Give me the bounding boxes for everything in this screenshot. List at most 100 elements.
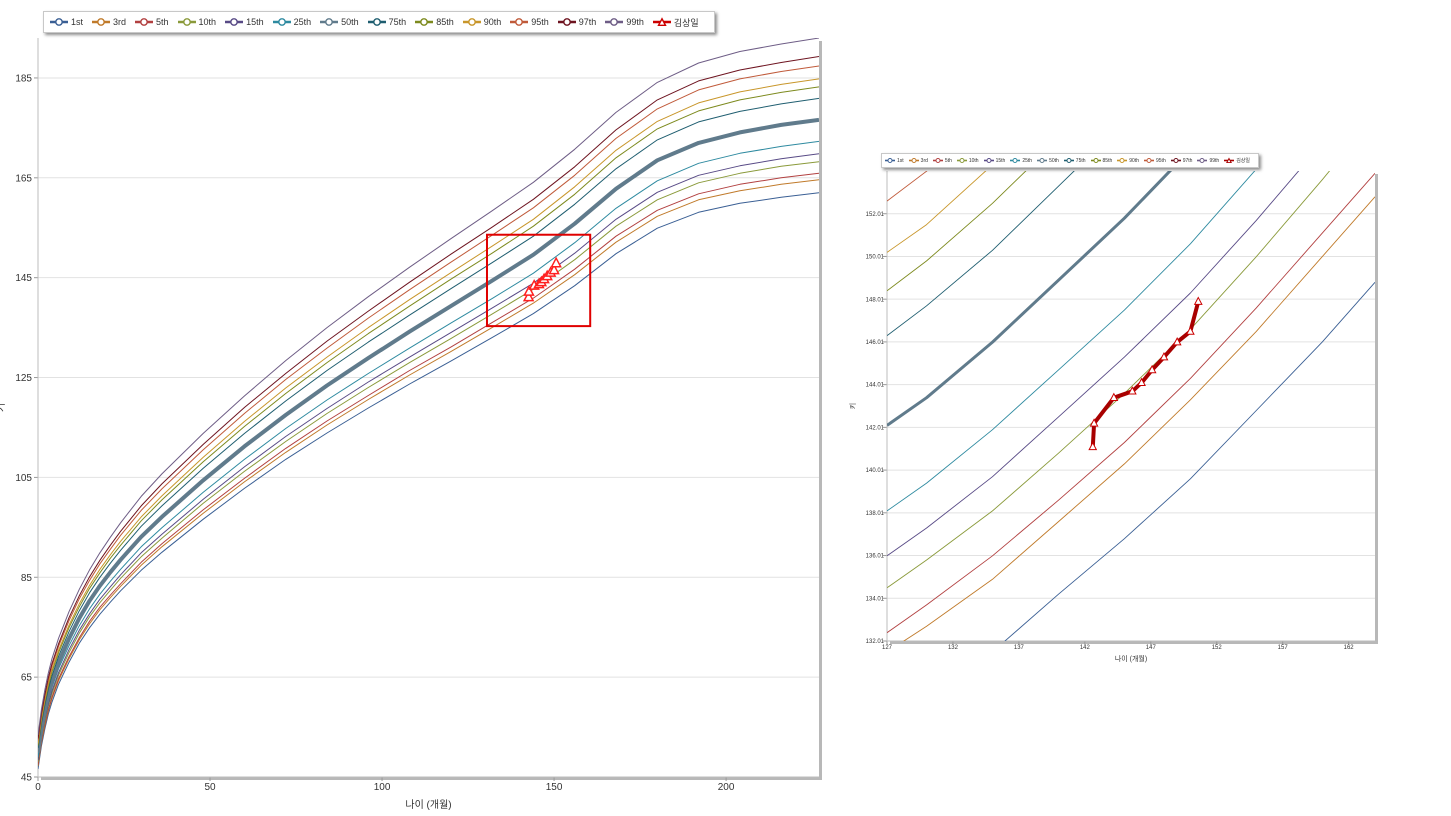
x-tick-label: 162 bbox=[1344, 645, 1355, 651]
legend-label: 1st bbox=[71, 17, 84, 27]
series-line-90th bbox=[38, 78, 819, 744]
patient-point bbox=[1089, 418, 1099, 427]
legend-item-75th[interactable]: 75th bbox=[1063, 157, 1086, 164]
legend-item-50th[interactable]: 50th bbox=[320, 17, 359, 27]
x-tick-label: 127 bbox=[882, 645, 893, 651]
y-tick-label: 140.01 bbox=[866, 468, 885, 474]
legend-label: 5th bbox=[156, 17, 169, 27]
main-growth-chart: 45 65 85 105 125 145 165 185 0 50 100 150 200 나이 (개월)… bbox=[0, 38, 822, 811]
legend-item-97th[interactable]: 97th bbox=[1170, 157, 1193, 164]
x-tick-label: 100 bbox=[374, 782, 391, 793]
series-line-99th bbox=[38, 38, 819, 736]
patient-line bbox=[1090, 300, 1201, 447]
legend-item-75th[interactable]: 75th bbox=[367, 17, 406, 27]
legend-swatch-10th bbox=[956, 158, 967, 163]
legend-item-5th[interactable]: 5th bbox=[135, 17, 169, 27]
legend-label: 85th bbox=[1102, 157, 1113, 164]
legend-item-90th[interactable]: 90th bbox=[462, 17, 502, 27]
series-line-75th bbox=[887, 171, 1075, 337]
legend-item-95th[interactable]: 95th bbox=[510, 17, 549, 27]
legend-item-85th[interactable]: 85th bbox=[415, 17, 454, 27]
y-tick-label: 150.01 bbox=[866, 255, 885, 261]
legend-label: 50th bbox=[341, 17, 359, 27]
y-tick-label: 45 bbox=[21, 773, 33, 784]
legend-item-3rd[interactable]: 3rd bbox=[908, 157, 928, 164]
legend-label: 10th bbox=[198, 17, 217, 27]
legend-item-patient[interactable]: 김상일 bbox=[1224, 157, 1250, 164]
legend-item-5th[interactable]: 5th bbox=[932, 157, 952, 164]
legend-swatch-90th bbox=[462, 18, 481, 26]
series-line-3rd bbox=[38, 179, 819, 767]
legend-item-patient[interactable]: 김상일 bbox=[652, 16, 699, 29]
y-tick-label: 125 bbox=[15, 373, 32, 384]
series-line-75th bbox=[38, 97, 819, 749]
legend-swatch-patient bbox=[652, 17, 671, 27]
series-group bbox=[887, 0, 1375, 641]
legend-swatch-97th bbox=[1170, 158, 1181, 163]
legend-item-10th[interactable]: 10th bbox=[956, 157, 979, 164]
legend-item-99th[interactable]: 99th bbox=[1197, 157, 1219, 164]
y-tick-label: 152.01 bbox=[866, 212, 885, 218]
series-line-99th bbox=[887, 0, 1375, 99]
legend-label: 3rd bbox=[920, 157, 928, 164]
legend-item-10th[interactable]: 10th bbox=[177, 17, 217, 27]
patient-point bbox=[1109, 392, 1119, 401]
legend-swatch-3rd bbox=[92, 18, 111, 26]
y-tick-label: 148.01 bbox=[866, 297, 885, 303]
y-tick-label: 65 bbox=[21, 673, 33, 684]
legend-swatch-85th bbox=[1090, 158, 1101, 163]
y-tick-label: 165 bbox=[15, 173, 32, 184]
legend-item-15th[interactable]: 15th bbox=[983, 157, 1005, 164]
y-tick-label: 142.01 bbox=[866, 425, 885, 431]
legend-swatch-5th bbox=[932, 158, 943, 163]
plot-area bbox=[887, 171, 1375, 641]
legend-label: 97th bbox=[1182, 157, 1193, 164]
highlight-rectangle bbox=[485, 233, 592, 328]
legend-item-85th[interactable]: 85th bbox=[1090, 157, 1113, 164]
legend-item-1st[interactable]: 1st bbox=[50, 17, 83, 27]
legend-label: 99th bbox=[1209, 157, 1220, 164]
x-axis-title: 나이 (개월) bbox=[1115, 654, 1147, 663]
y-axis-title: 키 bbox=[0, 403, 7, 412]
legend-item-95th[interactable]: 95th bbox=[1144, 157, 1166, 164]
x-tick-label: 200 bbox=[718, 782, 735, 793]
legend-item-25th[interactable]: 25th bbox=[1010, 157, 1032, 164]
legend-swatch-patient bbox=[1224, 157, 1235, 164]
legend-item-1st[interactable]: 1st bbox=[885, 157, 904, 164]
legend-swatch-10th bbox=[177, 18, 196, 26]
legend-swatch-25th bbox=[1010, 158, 1021, 163]
patient-point bbox=[1185, 326, 1195, 335]
legend-item-97th[interactable]: 97th bbox=[557, 17, 596, 27]
legend-item-25th[interactable]: 25th bbox=[272, 17, 311, 27]
legend-item-99th[interactable]: 99th bbox=[605, 17, 644, 27]
x-tick-label: 147 bbox=[1146, 645, 1157, 651]
series-line-3rd bbox=[903, 196, 1375, 641]
patient-point bbox=[1127, 386, 1137, 395]
legend-swatch-15th bbox=[225, 18, 244, 26]
legend-item-50th[interactable]: 50th bbox=[1037, 157, 1059, 164]
patient-point bbox=[548, 263, 560, 275]
legend-label: 90th bbox=[483, 17, 502, 27]
y-tick-label: 132.01 bbox=[866, 639, 885, 645]
legend-swatch-25th bbox=[272, 18, 291, 26]
legend-label: 5th bbox=[944, 157, 952, 164]
legend-swatch-97th bbox=[557, 18, 576, 26]
legend-label: 75th bbox=[1075, 157, 1086, 164]
legend-item-90th[interactable]: 90th bbox=[1117, 157, 1139, 164]
legend-item-3rd[interactable]: 3rd bbox=[92, 17, 126, 27]
legend-swatch-95th bbox=[1144, 158, 1154, 163]
patient-point bbox=[1193, 296, 1203, 305]
series-line-5th bbox=[38, 172, 819, 765]
legend-item-15th[interactable]: 15th bbox=[225, 17, 264, 27]
patient-point bbox=[522, 290, 535, 302]
zoom-chart-legend: 1st 3rd 5th 10th 15th 25th 50th 75th 85th 90th 95t… bbox=[881, 153, 1260, 168]
patient-point bbox=[523, 285, 535, 296]
legend-label: 95th bbox=[531, 17, 549, 27]
series-line-50th bbox=[38, 117, 819, 753]
legend-swatch-99th bbox=[605, 18, 624, 26]
legend-swatch-75th bbox=[1063, 158, 1074, 163]
y-tick-label: 136.01 bbox=[866, 554, 885, 560]
legend-swatch-95th bbox=[510, 18, 529, 26]
legend-swatch-50th bbox=[1037, 158, 1048, 163]
